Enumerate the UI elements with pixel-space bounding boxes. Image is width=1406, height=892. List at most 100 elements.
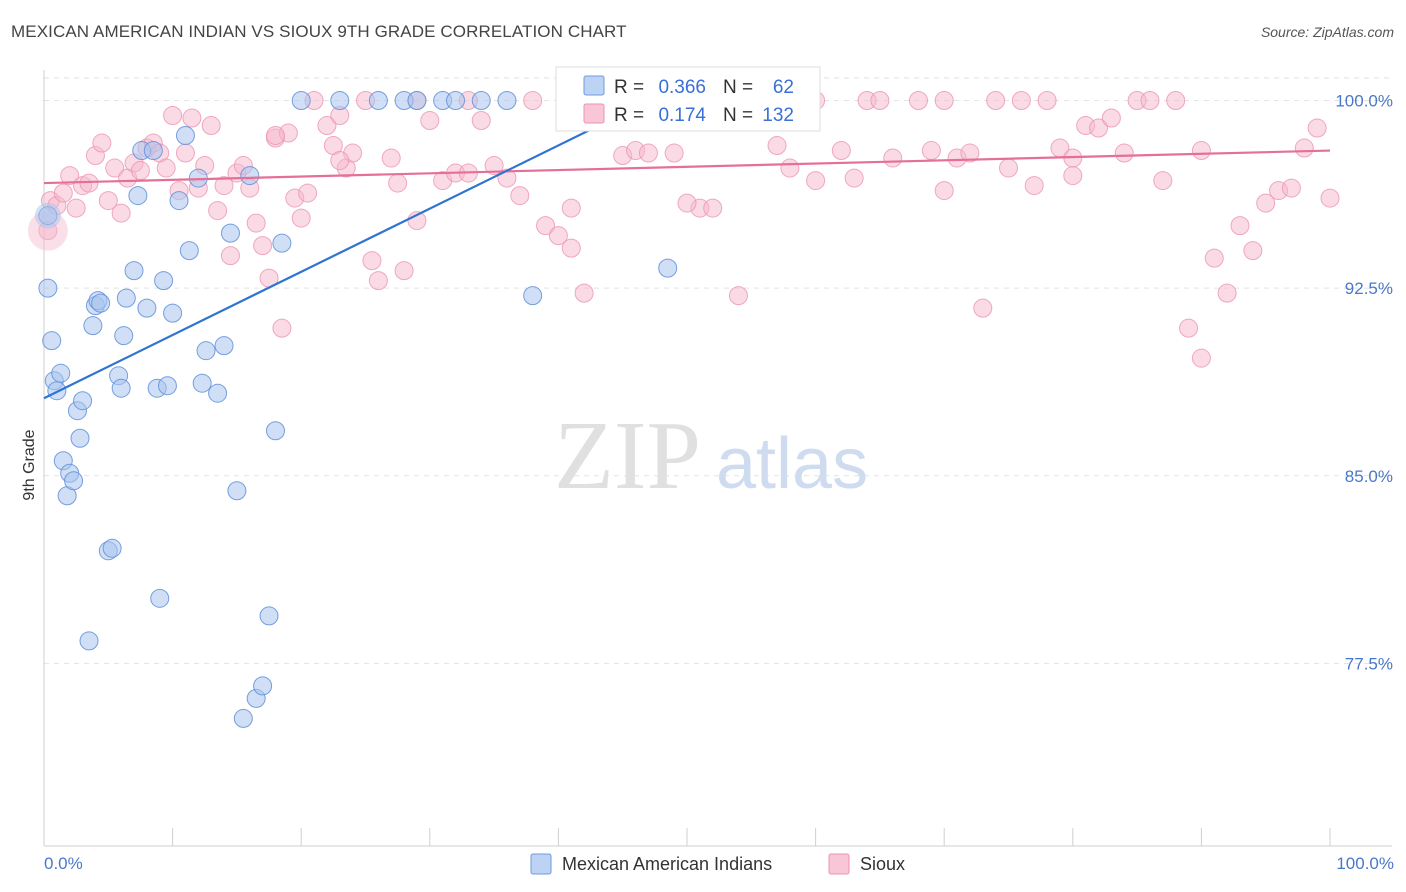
mexican-american-indian-point <box>208 383 228 403</box>
sioux-point <box>175 143 195 163</box>
sioux-point <box>317 116 337 136</box>
sioux-point <box>1153 171 1173 191</box>
sioux-point <box>214 176 234 196</box>
sioux-point <box>1011 91 1031 111</box>
mexican-american-indian-point <box>70 428 90 448</box>
mexican-american-indian-point <box>111 378 131 398</box>
mexican-american-indian-point <box>227 481 247 501</box>
sioux-point <box>1089 118 1109 138</box>
sioux-point <box>844 168 864 188</box>
trend-lines <box>43 97 1331 400</box>
mexican-american-indian-point <box>259 606 279 626</box>
mexican-american-indian-point <box>175 126 195 146</box>
sioux-point <box>831 141 851 161</box>
sioux-point <box>1307 118 1327 138</box>
sioux-point <box>870 91 890 111</box>
mexican-american-indian-point <box>169 191 189 211</box>
sioux-point <box>664 143 684 163</box>
mexican-american-indian-point <box>137 298 157 318</box>
sioux-point <box>986 91 1006 111</box>
legend-n-value-2: 132 <box>762 105 794 126</box>
sioux-point <box>1166 91 1186 111</box>
mexican-american-indian-point <box>497 91 517 111</box>
watermark-atlas: atlas <box>716 424 868 504</box>
legend-r-label-2: R = <box>614 105 644 126</box>
sioux-point <box>1037 91 1057 111</box>
y-tick-label: 100.0% <box>1335 92 1393 111</box>
sioux-point <box>1281 178 1301 198</box>
sioux-point <box>1114 143 1134 163</box>
mexican-american-indian-point <box>124 261 144 281</box>
sioux-point <box>574 283 594 303</box>
sioux-point <box>163 106 183 126</box>
mexican-american-indian-point <box>253 676 273 696</box>
sioux-point <box>130 161 150 181</box>
sioux-point <box>561 238 581 258</box>
sioux-point <box>420 111 440 131</box>
sioux-point <box>368 271 388 291</box>
mexican-american-indian-point <box>51 363 71 383</box>
legend-r-value-1: 0.366 <box>658 77 706 98</box>
y-tick-label: 92.5% <box>1345 279 1393 298</box>
mexican-american-indian-point <box>150 588 170 608</box>
sioux-point <box>60 166 80 186</box>
mexican-american-indian-point <box>179 241 199 261</box>
sioux-point <box>908 91 928 111</box>
sioux-point <box>220 246 240 266</box>
mexican-american-indian-point <box>220 223 240 243</box>
sioux-point <box>201 116 221 136</box>
sioux-point <box>105 158 125 178</box>
sioux-point <box>960 143 980 163</box>
sioux-point <box>1204 248 1224 268</box>
legend-n-label-1: N = <box>723 77 753 98</box>
mexican-american-indian-point <box>157 376 177 396</box>
mexican-american-indian-point <box>446 91 466 111</box>
bottom-legend-label-series2: Sioux <box>860 854 905 874</box>
sioux-trend-line <box>43 149 1331 185</box>
sioux-point <box>1024 176 1044 196</box>
mexican-american-indian-point <box>368 91 388 111</box>
mexican-american-indian-point <box>42 331 62 351</box>
sioux-point <box>677 193 697 213</box>
x-axis-ticks <box>43 828 1331 846</box>
sioux-point <box>523 91 543 111</box>
bottom-legend-swatch-series2 <box>828 853 850 875</box>
sioux-point <box>1101 108 1121 128</box>
mexican-american-indian-point <box>64 471 84 491</box>
chart-title: MEXICAN AMERICAN INDIAN VS SIOUX 9TH GRA… <box>11 22 627 41</box>
legend-swatch-series1 <box>583 75 605 96</box>
sioux-point <box>1256 193 1276 213</box>
legend-swatch-series2 <box>583 103 605 124</box>
bottom-legend-swatch-series1 <box>530 853 552 875</box>
sioux-point <box>1140 91 1160 111</box>
sioux-point <box>1320 188 1340 208</box>
sioux-point <box>1063 166 1083 186</box>
legend-r-value-2: 0.174 <box>658 105 706 126</box>
watermark: ZIP atlas <box>554 402 868 510</box>
mexican-american-indian-point <box>196 341 216 361</box>
mexican-american-indian-point <box>214 336 234 356</box>
mexican-american-indians-trend-line <box>43 97 656 400</box>
sioux-point <box>1230 216 1250 236</box>
sioux-point <box>394 261 414 281</box>
mexican-american-indian-point <box>471 91 491 111</box>
sioux-point <box>780 158 800 178</box>
bottom-legend-label-series1: Mexican American Indians <box>562 854 772 874</box>
sioux-point <box>728 286 748 306</box>
sioux-point <box>806 171 826 191</box>
sioux-point <box>182 108 202 128</box>
mexican-american-indian-point <box>163 303 183 323</box>
mexican-american-indian-point <box>240 166 260 186</box>
mexican-american-indian-point <box>116 288 136 308</box>
sioux-point <box>298 183 318 203</box>
sioux-point <box>703 198 723 218</box>
mexican-american-indian-point <box>114 326 134 346</box>
sioux-point <box>510 186 530 206</box>
mexican-american-indian-point <box>192 373 212 393</box>
sioux-point <box>208 201 228 221</box>
sioux-point <box>388 173 408 193</box>
legend-r-label-1: R = <box>614 77 644 98</box>
mexican-american-indian-point <box>143 141 163 161</box>
sioux-point <box>272 318 292 338</box>
